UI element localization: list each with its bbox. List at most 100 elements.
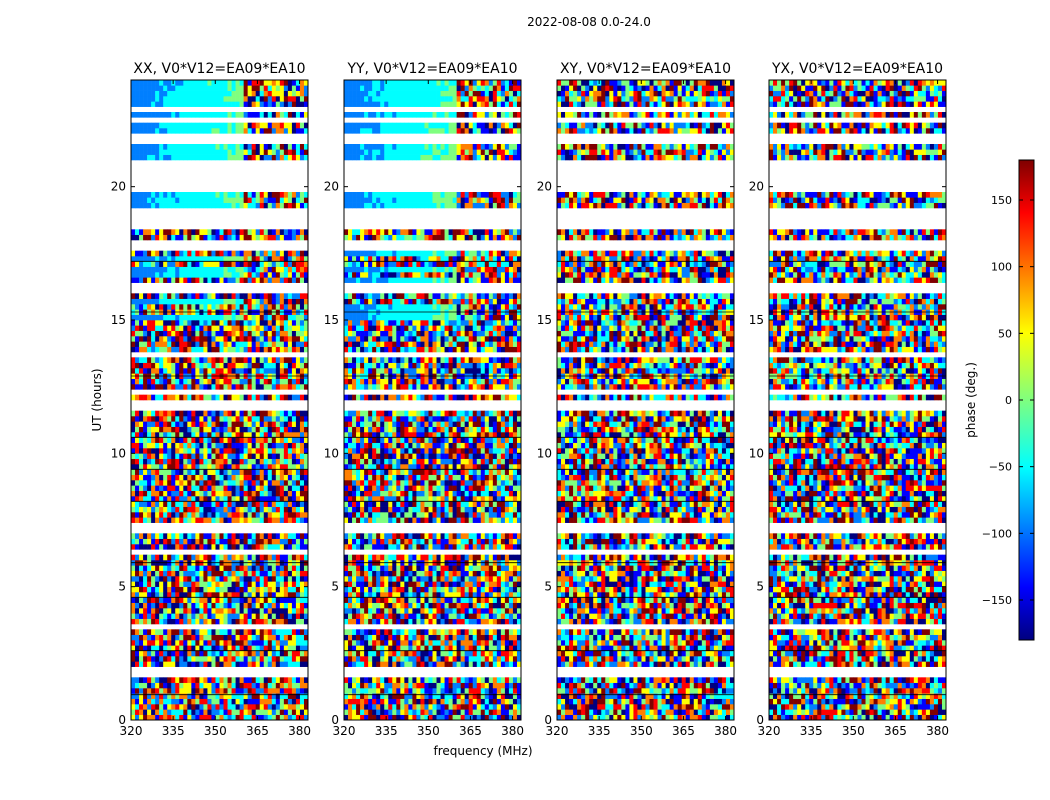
heatmap-cell <box>267 645 273 651</box>
heatmap-cell <box>171 634 176 641</box>
heatmap-cell <box>303 197 309 203</box>
heatmap-cell <box>179 629 184 635</box>
heatmap-cell <box>199 453 204 459</box>
heatmap-cell <box>255 469 261 475</box>
heatmap-cell <box>488 629 494 635</box>
heatmap-cell <box>295 688 301 694</box>
heatmap-cell <box>163 586 168 593</box>
heatmap-cell <box>139 517 144 523</box>
heatmap-cell <box>219 597 224 603</box>
heatmap-cell <box>283 85 289 91</box>
heatmap-cell <box>167 581 172 587</box>
heatmap-cell <box>199 469 204 475</box>
heatmap-cell <box>207 618 212 625</box>
heatmap-cell <box>187 453 192 459</box>
heatmap-cell <box>147 704 152 710</box>
heatmap-cell <box>187 512 192 518</box>
heatmap-cell <box>235 378 240 385</box>
heatmap-cell <box>488 645 494 651</box>
heatmap-cell <box>267 490 273 497</box>
heatmap-cell <box>432 597 437 603</box>
heatmap-cell <box>199 128 204 134</box>
heatmap-cell <box>492 656 498 662</box>
heatmap-cell <box>211 362 216 369</box>
heatmap-cell <box>163 506 168 513</box>
heatmap-cell <box>287 704 293 710</box>
heatmap-cell <box>131 149 136 155</box>
heatmap-cell <box>348 613 353 619</box>
heatmap-cell <box>235 314 240 321</box>
heatmap-cell <box>428 618 433 625</box>
heatmap-cell <box>167 576 172 582</box>
heatmap-cell <box>223 506 228 513</box>
heatmap-cell <box>199 202 204 209</box>
heatmap-cell <box>388 629 393 635</box>
heatmap-cell <box>243 112 248 118</box>
heatmap-cell <box>179 458 184 465</box>
heatmap-cell <box>219 192 224 198</box>
heatmap-cell <box>139 362 144 369</box>
heatmap-cell <box>267 112 273 118</box>
heatmap-cell <box>207 394 212 401</box>
heatmap-cell <box>247 357 252 363</box>
heatmap-cell <box>155 698 160 705</box>
heatmap-cell <box>295 592 301 598</box>
heatmap-cell <box>291 661 297 667</box>
heatmap-cell <box>404 597 409 603</box>
heatmap-cell <box>151 378 156 385</box>
heatmap-cell <box>239 85 244 91</box>
heatmap-cell <box>388 682 393 689</box>
heatmap-cell <box>303 330 309 337</box>
heatmap-cell <box>211 192 216 198</box>
heatmap-cell <box>243 490 248 497</box>
heatmap-cell <box>187 693 192 699</box>
heatmap-cell <box>195 330 200 337</box>
heatmap-cell <box>131 325 136 331</box>
heatmap-cell <box>195 517 200 523</box>
heatmap-cell <box>247 378 252 385</box>
heatmap-cell <box>195 144 200 150</box>
heatmap-cell <box>476 650 482 657</box>
heatmap-cell <box>283 581 289 587</box>
heatmap-cell <box>227 266 232 273</box>
heatmap-cell <box>448 709 453 715</box>
heatmap-cell <box>235 704 240 710</box>
heatmap-cell <box>271 448 277 454</box>
heatmap-cell <box>231 101 236 107</box>
heatmap-cell <box>247 229 252 235</box>
heatmap-cell <box>448 682 453 689</box>
heatmap-cell <box>135 154 140 161</box>
heatmap-cell <box>151 314 156 321</box>
heatmap-cell <box>356 597 361 603</box>
heatmap-cell <box>408 698 413 705</box>
heatmap-cell <box>179 576 184 582</box>
heatmap-cell <box>151 346 156 353</box>
heatmap-cell <box>155 608 160 614</box>
heatmap-cell <box>191 474 196 481</box>
heatmap-cell <box>159 272 164 278</box>
heatmap-cell <box>283 501 289 507</box>
heatmap-cell <box>151 357 156 363</box>
heatmap-cell <box>231 704 236 710</box>
heatmap-cell <box>171 368 176 374</box>
heatmap-cell <box>396 661 401 667</box>
heatmap-cell <box>155 256 160 262</box>
heatmap-cell <box>255 250 261 257</box>
heatmap-cell <box>291 480 297 486</box>
heatmap-cell <box>207 384 212 390</box>
heatmap-cell <box>151 85 156 91</box>
heatmap-cell <box>215 266 220 273</box>
heatmap-cell <box>251 661 256 667</box>
heatmap-cell <box>243 384 248 390</box>
heatmap-cell <box>187 458 192 465</box>
heatmap-cell <box>267 448 273 454</box>
heatmap-cell <box>219 442 224 449</box>
heatmap-cell <box>163 90 168 97</box>
heatmap-cell <box>179 618 184 625</box>
heatmap-cell <box>231 597 236 603</box>
heatmap-cell <box>259 277 265 283</box>
heatmap-cell <box>211 629 216 635</box>
heatmap-cell <box>440 693 445 699</box>
heatmap-cell <box>291 256 297 262</box>
heatmap-cell <box>139 480 144 486</box>
